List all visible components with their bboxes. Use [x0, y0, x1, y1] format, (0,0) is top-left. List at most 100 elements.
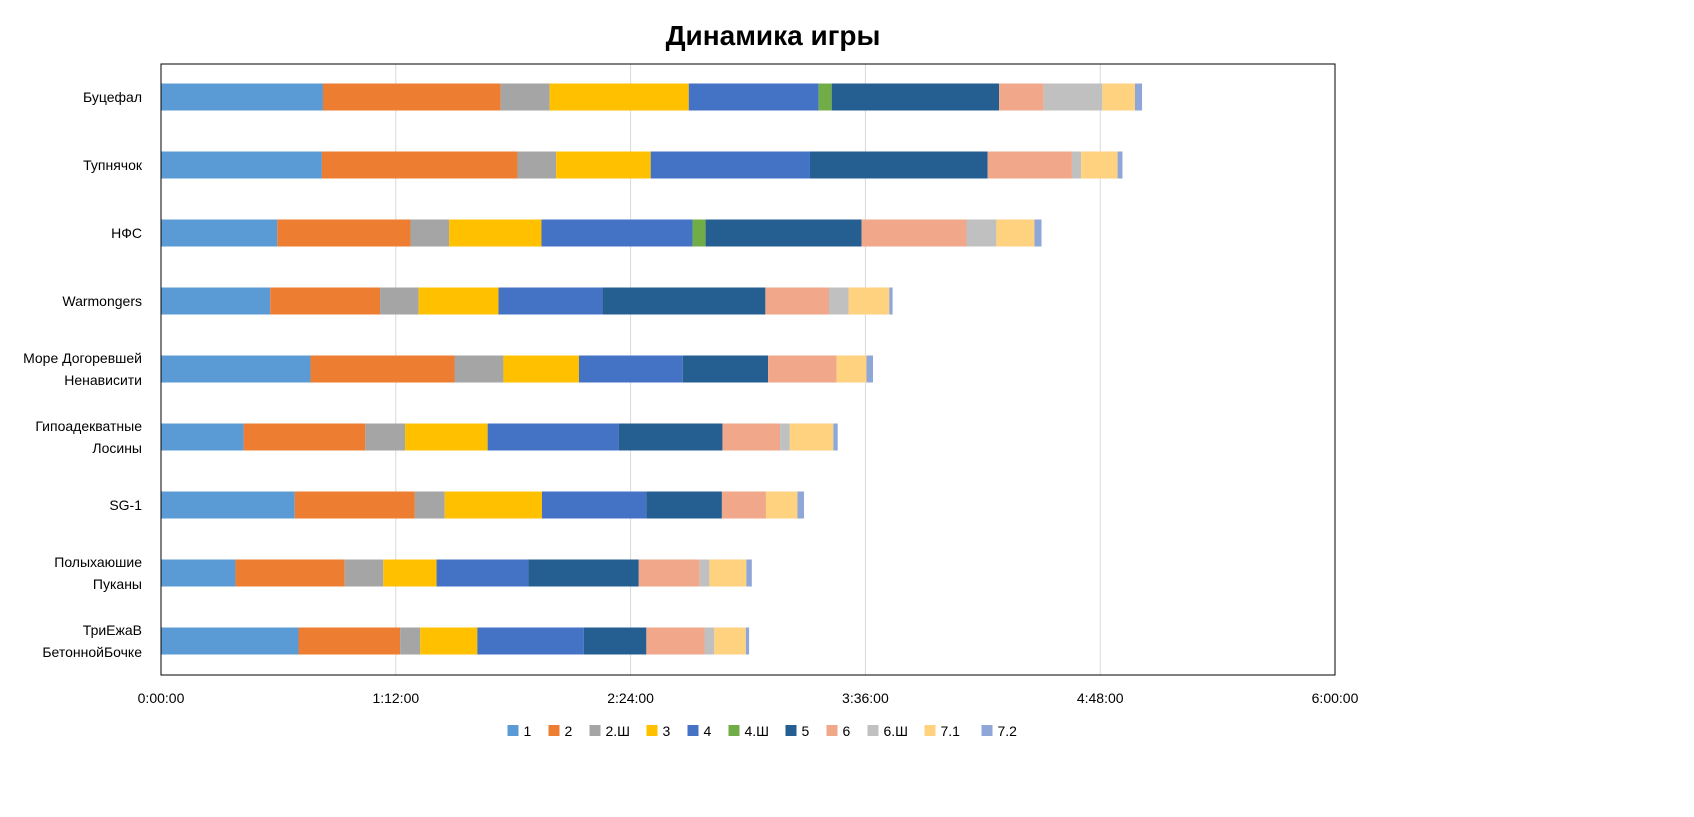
bar-segment [836, 355, 867, 383]
legend-item: 6.Ш [867, 723, 909, 739]
bar-segment [243, 423, 366, 451]
bar-segment [161, 423, 244, 451]
plot-area-frame [160, 63, 1336, 676]
category-label: Warmongers [62, 293, 142, 309]
bar-segment [344, 559, 384, 587]
bar-segment [161, 491, 295, 519]
legend-item: 7.1 [924, 723, 961, 739]
bar-group [161, 83, 1143, 111]
bar-segment [503, 355, 579, 383]
bar-group [161, 219, 1042, 247]
x-tick-label: 3:36:00 [842, 690, 889, 706]
legend-label: 6.Ш [884, 723, 909, 739]
category-label: БетоннойБочке [42, 644, 142, 660]
bar-segment [161, 287, 271, 315]
bar-segment [789, 423, 834, 451]
bar-segment [405, 423, 488, 451]
category-label: ТриЕжаВ [83, 622, 142, 638]
bar-segment [410, 219, 450, 247]
bar-segment [866, 355, 874, 383]
bar-segment [322, 83, 501, 111]
bar-segment [1043, 83, 1103, 111]
bar-segment [709, 559, 747, 587]
bar-segment [682, 355, 769, 383]
bar-segment [161, 627, 299, 655]
bar-segment [650, 151, 810, 179]
legend-swatch [646, 725, 658, 736]
bar-segment [583, 627, 647, 655]
legend-swatch [924, 725, 936, 736]
bar-segment [996, 219, 1035, 247]
legend-swatch [728, 725, 740, 736]
bar-segment [161, 83, 323, 111]
legend-swatch [589, 725, 601, 736]
legend-item: 5 [785, 723, 810, 739]
bar-segment [828, 287, 849, 315]
bar-segment [848, 287, 890, 315]
legend-swatch [826, 725, 838, 736]
bar-segment [831, 83, 1000, 111]
bar-segment [298, 627, 401, 655]
legend-label: 7.1 [941, 723, 961, 739]
bar-segment [618, 423, 723, 451]
bar-segment [1102, 83, 1135, 111]
legend: 1 2 2.Ш 3 4 4.Ш 5 6 6.Ш 7.1 7.2 [507, 723, 1018, 739]
x-tick-label: 0:00:00 [138, 690, 185, 706]
bar-segment [721, 491, 766, 519]
legend-swatch [507, 725, 519, 736]
bar-segment [765, 491, 798, 519]
legend-label: 7.2 [998, 723, 1018, 739]
bar-segment [646, 491, 722, 519]
category-label: Тупнячок [83, 157, 143, 173]
bar-segment [1081, 151, 1118, 179]
bar-segment [541, 219, 693, 247]
bar-group [161, 559, 752, 587]
category-label: Море Догоревшей [23, 350, 142, 366]
chart-title: Динамика игры [666, 20, 881, 51]
bar-segment [722, 423, 781, 451]
category-label: Лосины [92, 440, 142, 456]
bar-segment [797, 491, 804, 519]
bar-segment [1134, 83, 1143, 111]
x-tick-label: 2:24:00 [607, 690, 654, 706]
bar-group [161, 627, 750, 655]
bar-segment [383, 559, 437, 587]
bar-segment [436, 559, 529, 587]
category-label: Гипоадекватные [35, 418, 142, 434]
bar-segment [809, 151, 988, 179]
bar-segment [321, 151, 518, 179]
legend-swatch [687, 725, 699, 736]
bar-group [161, 491, 804, 519]
bar-segment [235, 559, 345, 587]
legend-label: 5 [802, 723, 810, 739]
legend-label: 4 [704, 723, 712, 739]
bar-segment [310, 355, 455, 383]
legend-label: 2.Ш [606, 723, 631, 739]
bar-segment [780, 423, 790, 451]
bar-segment [444, 491, 543, 519]
bar-segment [889, 287, 893, 315]
bar-segment [400, 627, 421, 655]
bar-segment [987, 151, 1072, 179]
bar-segment [966, 219, 997, 247]
category-label: НФС [111, 225, 142, 241]
bar-segment [818, 83, 832, 111]
legend-item: 6 [826, 723, 851, 739]
bars [161, 83, 1143, 655]
bar-segment [705, 219, 862, 247]
legend-item: 2 [548, 723, 573, 739]
bar-segment [380, 287, 419, 315]
bar-segment [500, 83, 550, 111]
bar-segment [365, 423, 406, 451]
bar-segment [161, 355, 311, 383]
bar-segment [692, 219, 706, 247]
bar-segment [861, 219, 967, 247]
bar-segment [1034, 219, 1042, 247]
category-label: Буцефал [83, 89, 142, 105]
bar-segment [714, 627, 746, 655]
legend-label: 6 [843, 723, 851, 739]
bar-segment [602, 287, 766, 315]
bar-group [161, 423, 838, 451]
legend-swatch [981, 725, 993, 736]
